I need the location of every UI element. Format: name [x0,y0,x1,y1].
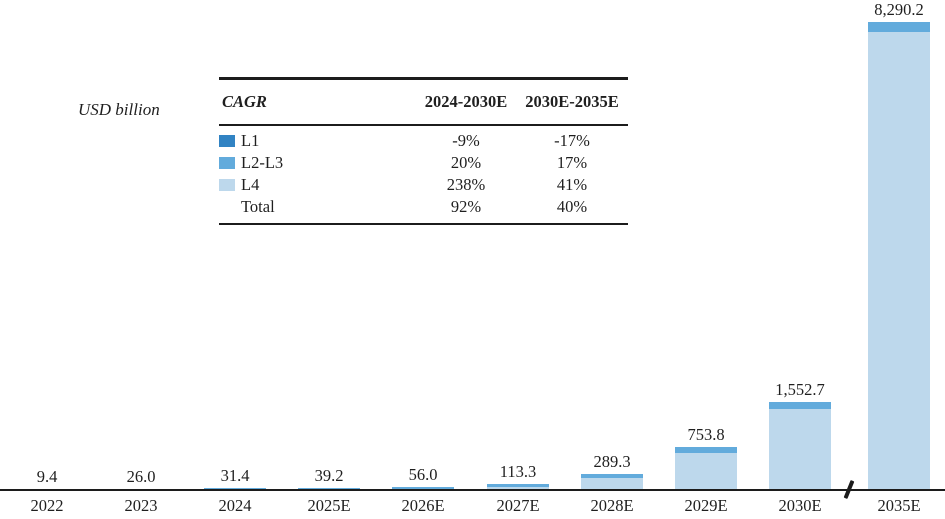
cagr-table-row-l2-l3: L2-L3 20% 17% [219,152,628,174]
cagr-column-header-2024-2030: 2024-2030E [424,92,508,111]
axis-unit-label: USD billion [78,100,160,119]
bar-value-label-2029e: 753.8 [687,425,725,445]
bar-value-label-2030e: 1,552.7 [775,380,825,400]
bar-value-label-2025e: 39.2 [314,465,344,485]
bar-2029e [675,447,737,490]
legend-swatch-total-icon [219,201,235,213]
legend-swatch-l4-icon [219,179,235,191]
cagr-table-row-l1: L1 -9% -17% [219,130,628,152]
cagr-row-label-cell: L4 [219,175,416,195]
x-tick-label-2028e: 2028E [590,496,634,515]
x-tick-label-2026e: 2026E [401,496,445,515]
cagr-row-label: Total [241,197,275,216]
cagr-legend-table: CAGR 2024-2030E 2030E-2035E L1 -9% -17% L2-… [219,77,628,225]
bar-segment-l2-l3 [298,487,360,490]
x-tick-label-2023: 2023 [124,496,158,515]
x-tick-label-2030e: 2030E [778,496,822,515]
bar-2030e [769,402,831,490]
cagr-row-label-cell: L1 [219,131,416,151]
bar-value-label-2027e: 113.3 [499,461,537,481]
bar-segment-l2-l3 [868,22,930,32]
cagr-row-label-cell: L2-L3 [219,153,416,173]
x-tick-label-2035e: 2035E [877,496,921,515]
cagr-table-row-total: Total 92% 40% [219,196,628,218]
bar-segment-l4 [675,453,737,490]
x-tick-label-2027e: 2027E [496,496,540,515]
cagr-table-header: CAGR 2024-2030E 2030E-2035E [219,80,628,126]
bar-value-label-2023: 26.0 [126,466,156,486]
bar-segment-l4 [868,32,930,490]
cagr-value-2024-2030: 20% [450,153,482,172]
bar-2035e [868,22,930,490]
cagr-column-header-2030-2035: 2030E-2035E [525,92,619,111]
cagr-value-2024-2030: 92% [450,197,482,216]
cagr-table-row-l4: L4 238% 41% [219,174,628,196]
bar-2027e [487,483,549,490]
cagr-value-2030-2035: -17% [554,131,590,150]
x-tick-label-2024: 2024 [218,496,252,515]
x-tick-label-2022: 2022 [30,496,64,515]
bar-segment-l4 [769,409,831,490]
cagr-row-label: L1 [241,131,260,150]
x-axis-line [0,489,945,491]
bar-segment-l2-l3 [675,447,737,454]
bar-segment-l4 [581,477,643,490]
cagr-value-2030-2035: 40% [556,197,588,216]
cagr-value-2030-2035: 17% [556,153,588,172]
bar-value-label-2028e: 289.3 [593,451,631,471]
bar-value-label-2024: 31.4 [220,466,250,486]
bar-segment-l4 [487,487,549,490]
bar-value-label-2022: 9.4 [36,467,58,487]
bar-value-label-2035e: 8,290.2 [874,0,924,19]
bar-segment-l2-l3 [392,486,454,490]
cagr-value-2030-2035: 41% [556,175,588,194]
bar-2028e [581,473,643,490]
legend-swatch-l2-l3-icon [219,157,235,169]
cagr-table-body: L1 -9% -17% L2-L3 20% 17% L4 238% 41% Total 92% 40% [219,126,628,223]
cagr-row-label: L4 [241,175,260,194]
cagr-table-title: CAGR [222,92,267,111]
bar-segment-l2-l3 [581,473,643,478]
cagr-row-label: L2-L3 [241,153,284,172]
bar-segment-l2-l3 [769,402,831,410]
cagr-value-2024-2030: 238% [446,175,486,194]
legend-swatch-l1-icon [219,135,235,147]
x-tick-label-2025e: 2025E [307,496,351,515]
bar-segment-l2-l3 [487,483,549,488]
cagr-row-label-cell: Total [219,197,416,217]
x-tick-label-2029e: 2029E [684,496,728,515]
cagr-value-2024-2030: -9% [452,131,480,150]
bar-value-label-2026e: 56.0 [408,464,438,484]
